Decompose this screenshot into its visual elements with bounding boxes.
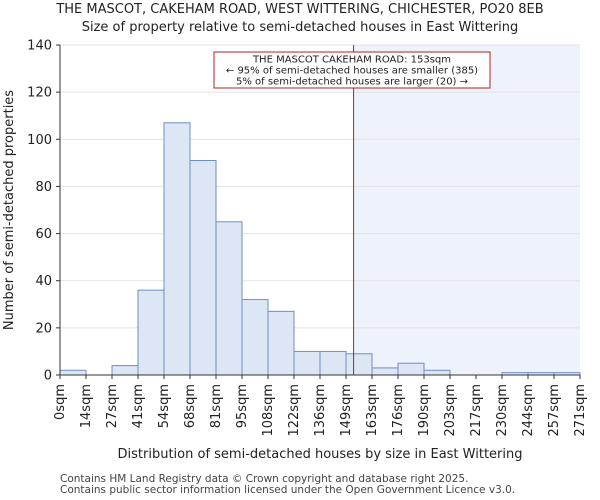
x-tick-label: 122sqm [287,384,302,437]
larger-region-shading [353,45,580,375]
x-tick-label: 41sqm [131,384,146,428]
x-tick-label: 149sqm [339,384,354,437]
x-tick-label: 136sqm [313,384,328,437]
x-tick-label: 163sqm [365,384,380,437]
x-tick-label: 271sqm [573,384,588,437]
histogram-bar [397,362,425,376]
histogram-bar [241,299,269,376]
histogram-bar [163,122,191,376]
annotation-box [213,51,491,89]
histogram-bar [423,369,451,376]
footer-licence: Contains public sector information licen… [60,484,516,496]
histogram-bar [189,160,217,376]
annotation-text-1: THE MASCOT CAKEHAM ROAD: 153sqm [252,55,451,66]
histogram-bar [345,353,373,376]
x-tick-label: 203sqm [443,384,458,437]
histogram-bar [267,310,295,376]
y-tick-label: 120 [27,86,52,101]
histogram-bar [137,289,165,376]
y-tick-label: 100 [27,133,52,148]
x-tick-label: 217sqm [469,384,484,437]
x-tick-label: 108sqm [261,384,276,437]
footer-copyright: Contains HM Land Registry data © Crown c… [60,473,469,485]
x-tick-label: 176sqm [391,384,406,437]
y-axis-label: Number of semi-detached properties [2,90,17,330]
histogram-bar [319,350,347,376]
x-tick-label: 27sqm [105,384,120,428]
annotation-text-3: 5% of semi-detached houses are larger (2… [236,77,468,88]
histogram-bar [111,365,139,376]
annotation-text-2: ← 95% of semi-detached houses are smalle… [226,66,478,77]
y-tick-label: 0 [44,369,52,384]
x-tick-label: 14sqm [79,384,94,428]
x-tick-label: 0sqm [53,384,68,420]
x-tick-label: 244sqm [521,384,536,437]
histogram-chart: 0 20 40 60 80 100 120 140 0sqm 14sqm 27sqm 41sqm 54s… [2,39,588,463]
histogram-bar [371,367,399,376]
x-tick-label: 257sqm [547,384,562,437]
x-tick-label: 230sqm [495,384,510,437]
x-tick-label: 95sqm [235,384,250,428]
chart-subtitle: Size of property relative to semi-detach… [81,20,519,35]
y-tick-label: 140 [27,39,52,54]
x-axis-label: Distribution of semi-detached houses by … [118,447,523,462]
x-tick-label: 68sqm [183,384,198,428]
histogram-bar [215,221,243,376]
histogram-bar [293,350,321,376]
x-tick-label: 190sqm [417,384,432,437]
y-tick-label: 20 [35,321,52,336]
x-tick-label: 54sqm [157,384,172,428]
chart-title: THE MASCOT, CAKEHAM ROAD, WEST WITTERING… [56,2,544,17]
y-tick-label: 60 [35,227,52,242]
y-tick-label: 40 [35,274,52,289]
histogram-bar [59,369,87,376]
y-tick-label: 80 [35,180,52,195]
x-tick-label: 81sqm [209,384,224,428]
